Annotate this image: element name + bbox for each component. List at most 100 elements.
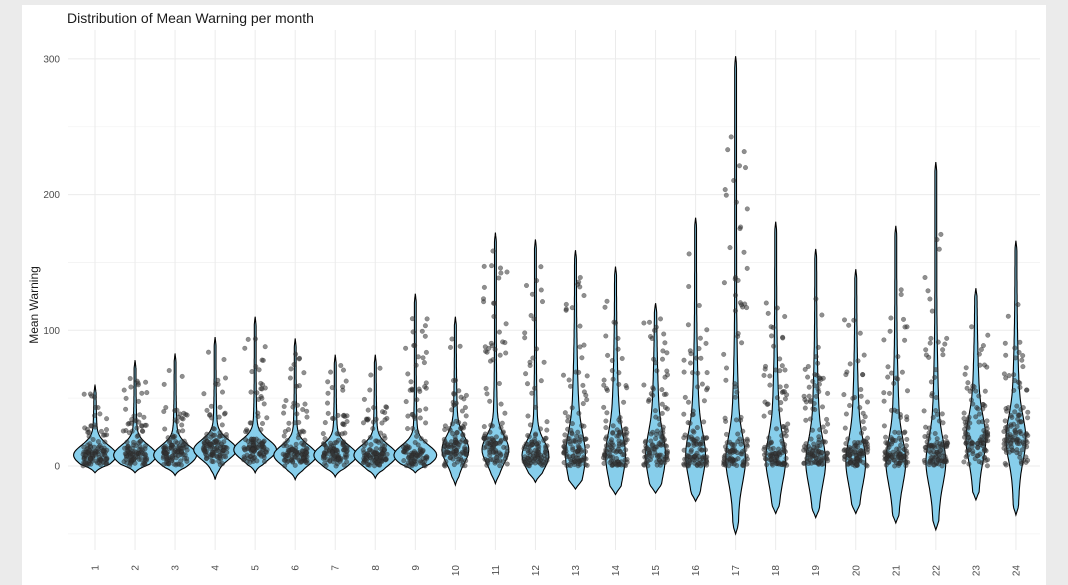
- data-point: [486, 345, 492, 351]
- data-point: [843, 411, 849, 417]
- data-point: [419, 328, 425, 334]
- data-point: [1023, 431, 1029, 437]
- data-point: [128, 384, 134, 390]
- data-point: [1023, 387, 1030, 393]
- data-point: [782, 396, 788, 402]
- data-point: [377, 454, 383, 460]
- data-point: [735, 456, 741, 462]
- data-point: [403, 345, 409, 351]
- data-point: [984, 463, 990, 469]
- data-point: [522, 330, 528, 336]
- data-point: [222, 410, 228, 416]
- data-point: [939, 463, 945, 469]
- data-point: [282, 463, 288, 469]
- data-point: [732, 394, 738, 400]
- data-point: [858, 430, 865, 436]
- data-point: [966, 414, 972, 420]
- data-point: [161, 381, 167, 387]
- data-point: [384, 415, 390, 421]
- data-point: [364, 417, 371, 423]
- data-point: [942, 341, 948, 347]
- data-point: [944, 335, 950, 341]
- data-point: [1012, 432, 1018, 438]
- data-point: [646, 446, 652, 452]
- data-point: [297, 459, 303, 465]
- data-point: [888, 315, 894, 321]
- data-point: [803, 399, 809, 405]
- data-point: [496, 380, 502, 387]
- data-point: [463, 458, 469, 464]
- data-point: [132, 460, 138, 466]
- data-point: [565, 418, 571, 424]
- data-point: [459, 408, 465, 414]
- data-point: [410, 329, 416, 335]
- data-point: [732, 274, 739, 280]
- data-point: [612, 320, 619, 326]
- data-point: [682, 456, 688, 462]
- data-point: [604, 298, 610, 304]
- data-point: [172, 417, 178, 423]
- data-point: [1025, 409, 1031, 415]
- data-point: [1020, 405, 1026, 411]
- data-point: [452, 434, 458, 440]
- data-point: [565, 414, 571, 420]
- data-point: [281, 403, 287, 410]
- data-point: [601, 382, 607, 388]
- data-point: [286, 420, 292, 426]
- data-point: [123, 456, 129, 462]
- data-point: [125, 448, 131, 454]
- data-point: [290, 404, 296, 410]
- data-point: [643, 453, 649, 459]
- data-point: [899, 369, 905, 375]
- data-point: [653, 324, 659, 330]
- data-point: [657, 316, 664, 322]
- data-point: [977, 436, 984, 443]
- data-point: [935, 451, 941, 457]
- data-point: [173, 462, 179, 468]
- data-point: [373, 446, 379, 452]
- data-point: [903, 448, 909, 454]
- data-point: [973, 414, 979, 420]
- data-point: [614, 433, 620, 439]
- data-point: [81, 391, 87, 397]
- data-point: [608, 437, 615, 443]
- data-point: [222, 375, 229, 381]
- data-point: [969, 386, 976, 392]
- data-point: [138, 446, 144, 452]
- data-point: [383, 404, 389, 410]
- data-point: [102, 439, 108, 445]
- data-point: [658, 459, 664, 465]
- data-point: [1003, 437, 1009, 443]
- data-point: [304, 450, 310, 456]
- data-point: [779, 363, 785, 369]
- data-point: [453, 418, 459, 424]
- data-point: [973, 388, 979, 394]
- data-point: [923, 352, 929, 358]
- data-point: [245, 446, 251, 452]
- data-point: [133, 450, 139, 456]
- data-point: [601, 452, 607, 458]
- data-point: [615, 346, 621, 352]
- data-point: [242, 437, 249, 443]
- data-point: [498, 270, 504, 276]
- data-point: [249, 369, 255, 375]
- data-point: [940, 352, 946, 358]
- data-point: [603, 425, 609, 431]
- data-point: [981, 433, 987, 439]
- data-point: [204, 431, 210, 437]
- data-point: [806, 384, 812, 390]
- data-point: [492, 440, 499, 446]
- data-point: [503, 350, 509, 356]
- data-point: [570, 453, 576, 459]
- data-point: [762, 366, 768, 372]
- data-point: [1018, 418, 1024, 425]
- data-point: [581, 292, 587, 299]
- data-point: [301, 370, 307, 376]
- data-point: [161, 408, 167, 415]
- data-point: [962, 371, 968, 377]
- data-point: [445, 449, 451, 456]
- data-point: [541, 359, 547, 365]
- data-point: [487, 452, 493, 458]
- data-point: [411, 448, 417, 455]
- data-point: [344, 459, 350, 465]
